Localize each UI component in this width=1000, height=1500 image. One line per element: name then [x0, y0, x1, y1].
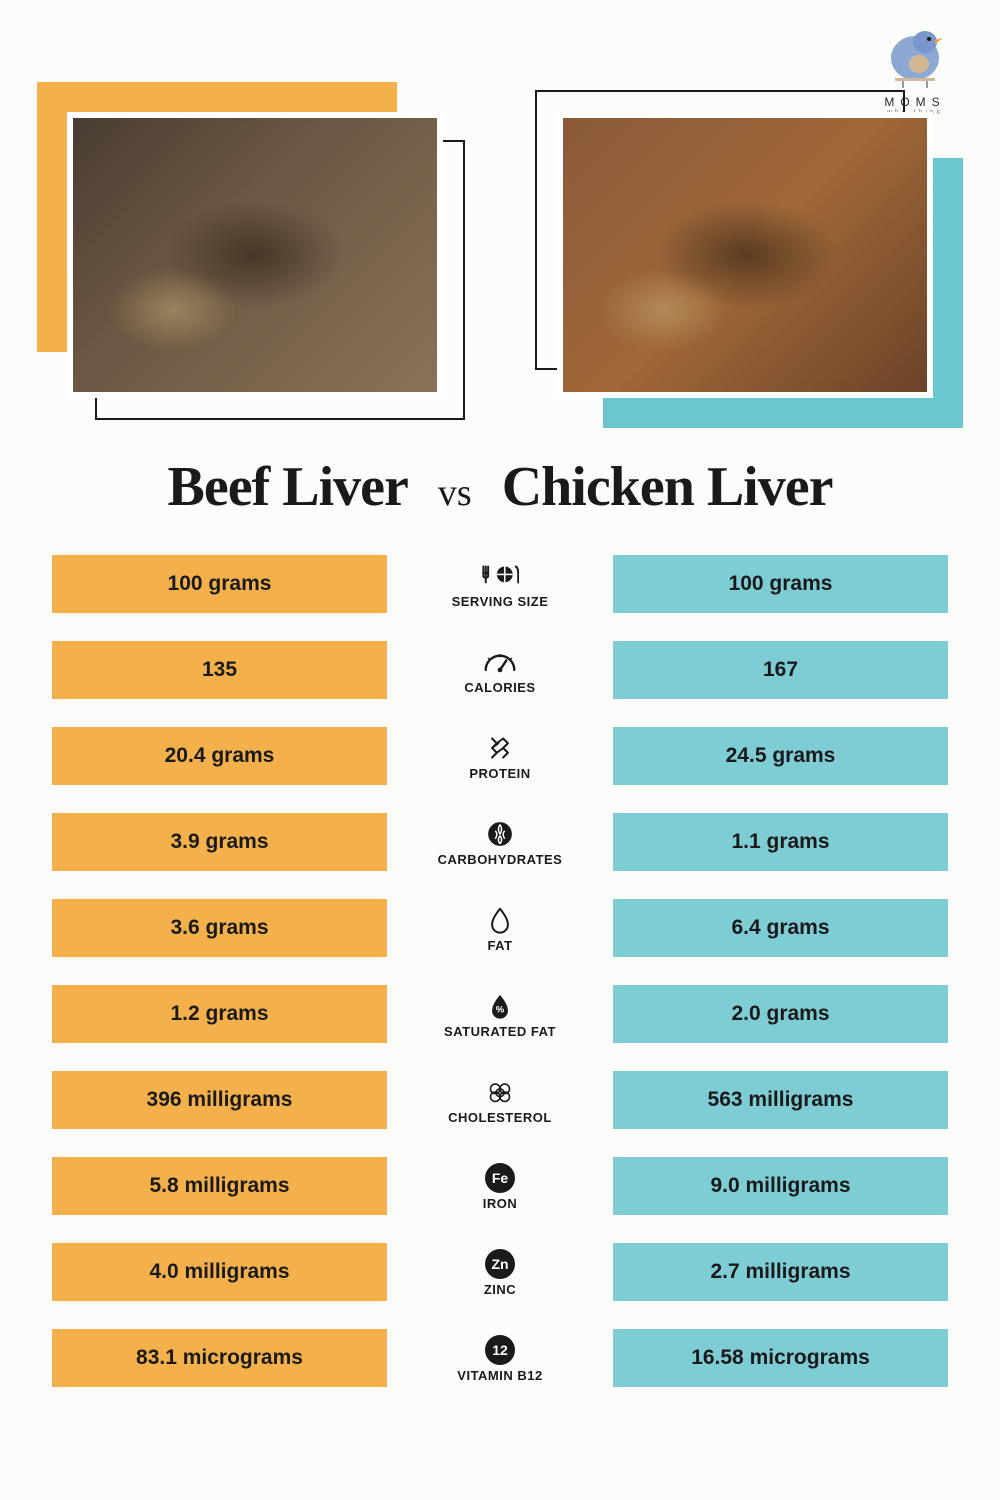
comparison-images	[0, 0, 1000, 410]
vitamin-b12-icon: 12	[485, 1334, 515, 1366]
value-cell-right: 9.0 milligrams	[613, 1157, 948, 1215]
cholesterol-icon	[481, 1076, 519, 1108]
metric-label: SERVING SIZE	[452, 594, 549, 609]
value-cell-right: 2.0 grams	[613, 985, 948, 1043]
comparison-titles: Beef Liver vs Chicken Liver	[0, 455, 1000, 519]
value-cell-right: 2.7 milligrams	[613, 1243, 948, 1301]
title-vs: vs	[438, 471, 472, 515]
table-row: 1.2 grams% SATURATED FAT 2.0 grams	[52, 979, 948, 1049]
title-right: Chicken Liver	[502, 455, 833, 519]
table-row: 4.0 milligrams Zn ZINC 2.7 milligrams	[52, 1237, 948, 1307]
carbohydrates-icon	[481, 818, 519, 850]
iron-icon: Fe	[485, 1162, 515, 1194]
metric-label-block: PROTEIN	[387, 732, 613, 781]
value-cell-right: 100 grams	[613, 555, 948, 613]
nutrition-table: 100 grams SERVING SIZE 100 grams 135 CALORIE…	[0, 549, 1000, 1393]
chicken-liver-image-wrap	[545, 100, 945, 410]
bird-logo-icon	[875, 20, 955, 90]
value-cell-right: 24.5 grams	[613, 727, 948, 785]
value-cell-left: 1.2 grams	[52, 985, 387, 1043]
value-cell-right: 16.58 micrograms	[613, 1329, 948, 1387]
metric-label-block: Zn ZINC	[387, 1248, 613, 1297]
value-cell-right: 1.1 grams	[613, 813, 948, 871]
value-cell-left: 135	[52, 641, 387, 699]
beef-liver-image-wrap	[55, 100, 455, 410]
metric-label: CHOLESTEROL	[448, 1110, 552, 1125]
table-row: 135 CALORIES 167	[52, 635, 948, 705]
value-cell-left: 4.0 milligrams	[52, 1243, 387, 1301]
value-cell-right: 563 milligrams	[613, 1071, 948, 1129]
metric-label: PROTEIN	[469, 766, 530, 781]
value-cell-left: 83.1 micrograms	[52, 1329, 387, 1387]
calories-icon	[481, 646, 519, 678]
protein-icon	[481, 732, 519, 764]
zinc-icon: Zn	[485, 1248, 515, 1280]
metric-label: FAT	[487, 938, 512, 953]
value-cell-left: 20.4 grams	[52, 727, 387, 785]
value-cell-left: 3.9 grams	[52, 813, 387, 871]
metric-label: SATURATED FAT	[444, 1024, 556, 1039]
metric-label-block: FAT	[387, 904, 613, 953]
table-row: 83.1 micrograms 12 VITAMIN B12 16.58 microg…	[52, 1323, 948, 1393]
table-row: 396 milligrams CHOLESTEROL 563 milligrams	[52, 1065, 948, 1135]
table-row: 5.8 milligrams Fe IRON 9.0 milligrams	[52, 1151, 948, 1221]
value-cell-left: 5.8 milligrams	[52, 1157, 387, 1215]
table-row: 100 grams SERVING SIZE 100 grams	[52, 549, 948, 619]
value-cell-left: 3.6 grams	[52, 899, 387, 957]
table-row: 20.4 grams PROTEIN 24.5 grams	[52, 721, 948, 791]
metric-label-block: Fe IRON	[387, 1162, 613, 1211]
metric-label-block: SERVING SIZE	[387, 560, 613, 609]
table-row: 3.9 grams CARBOHYDRATES 1.1 grams	[52, 807, 948, 877]
metric-label: VITAMIN B12	[457, 1368, 542, 1383]
serving-size-icon	[481, 560, 519, 592]
metric-label-block: CARBOHYDRATES	[387, 818, 613, 867]
metric-label: CARBOHYDRATES	[438, 852, 563, 867]
title-left: Beef Liver	[168, 455, 408, 519]
metric-label-block: % SATURATED FAT	[387, 990, 613, 1039]
value-cell-left: 396 milligrams	[52, 1071, 387, 1129]
saturated-fat-icon: %	[481, 990, 519, 1022]
value-cell-right: 6.4 grams	[613, 899, 948, 957]
metric-label: IRON	[483, 1196, 518, 1211]
metric-label: CALORIES	[464, 680, 535, 695]
value-cell-right: 167	[613, 641, 948, 699]
table-row: 3.6 grams FAT 6.4 grams	[52, 893, 948, 963]
fat-icon	[481, 904, 519, 936]
metric-label: ZINC	[484, 1282, 516, 1297]
metric-label-block: CALORIES	[387, 646, 613, 695]
metric-label-block: 12 VITAMIN B12	[387, 1334, 613, 1383]
beef-liver-photo	[67, 112, 443, 398]
svg-text:%: %	[496, 1004, 505, 1015]
chicken-liver-photo	[557, 112, 933, 398]
metric-label-block: CHOLESTEROL	[387, 1076, 613, 1125]
value-cell-left: 100 grams	[52, 555, 387, 613]
